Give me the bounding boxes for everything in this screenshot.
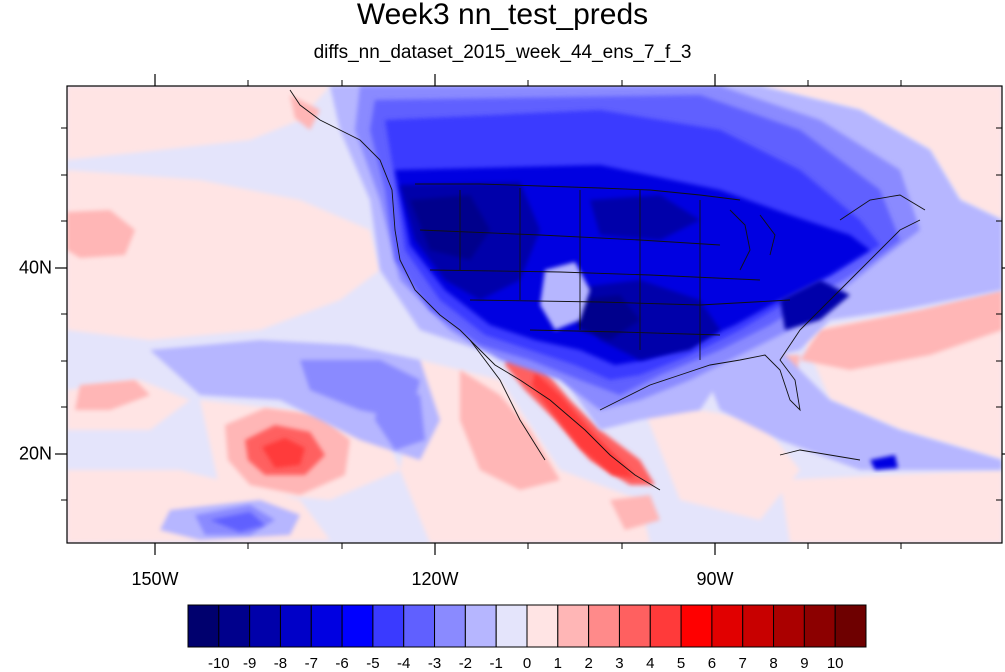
- colorbar-label: 8: [769, 655, 778, 672]
- colorbar-label: 3: [615, 655, 624, 672]
- contour-field: [67, 86, 1002, 543]
- colorbar-swatch: [310, 604, 343, 648]
- coastlines: [289, 89, 926, 491]
- colorbar-label: -1: [489, 655, 503, 672]
- colorbar-swatch: [279, 604, 312, 648]
- colorbar-label: 6: [707, 655, 717, 672]
- colorbar-label: 5: [676, 655, 686, 672]
- colorbar-label: -10: [207, 655, 230, 672]
- colorbar-label: -6: [335, 655, 349, 672]
- colorbar-swatch: [742, 604, 775, 648]
- colorbar-label: -9: [242, 655, 257, 672]
- colorbar-swatch: [557, 604, 590, 648]
- lat-label: 20N: [18, 443, 52, 464]
- colorbar-label: 2: [584, 655, 593, 672]
- colorbar-swatch: [649, 604, 682, 648]
- colorbar-label: 4: [646, 655, 655, 672]
- colorbar-label: -3: [427, 655, 442, 672]
- colorbar-label: 1: [553, 655, 562, 672]
- colorbar-swatch: [372, 604, 405, 648]
- colorbar-swatch: [711, 604, 744, 648]
- colorbar-swatch: [773, 604, 805, 648]
- colorbar-swatch: [464, 604, 497, 648]
- colorbar-label: 9: [800, 655, 809, 672]
- colorbar: [187, 604, 867, 648]
- colorbar-swatch: [526, 604, 559, 648]
- colorbar-label: 0: [522, 655, 532, 672]
- colorbar-swatch: [495, 604, 528, 648]
- colorbar-label: 7: [738, 655, 747, 672]
- lat-label: 40N: [18, 257, 52, 278]
- axis-ticks: [55, 74, 1005, 555]
- colorbar-swatch: [834, 604, 867, 648]
- lon-label: 90W: [696, 569, 734, 589]
- colorbar-label: -5: [366, 655, 380, 672]
- colorbar-swatch: [618, 604, 651, 648]
- minor-ticks: [61, 80, 1002, 549]
- colorbar-swatch: [218, 604, 251, 648]
- colorbar-swatch: [403, 604, 436, 648]
- map-subtitle: diffs_nn_dataset_2015_week_44_ens_7_f_3: [313, 42, 692, 63]
- colorbar-swatch: [680, 604, 713, 648]
- lon-label: 150W: [131, 569, 179, 589]
- colorbar-swatch: [187, 604, 220, 648]
- colorbar-label: -2: [458, 655, 473, 672]
- colorbar-label: -7: [304, 655, 318, 672]
- colorbar-label: 10: [826, 655, 844, 672]
- colorbar-swatch: [588, 604, 620, 648]
- colorbar-swatch: [249, 604, 281, 648]
- lon-label: 120W: [411, 569, 459, 589]
- colorbar-swatch: [434, 604, 466, 648]
- colorbar-label: -4: [397, 655, 411, 672]
- map-title: Week3 nn_test_preds: [356, 0, 649, 31]
- colorbar-swatch: [803, 604, 836, 648]
- colorbar-label: -8: [273, 655, 288, 672]
- colorbar-swatch: [341, 604, 374, 648]
